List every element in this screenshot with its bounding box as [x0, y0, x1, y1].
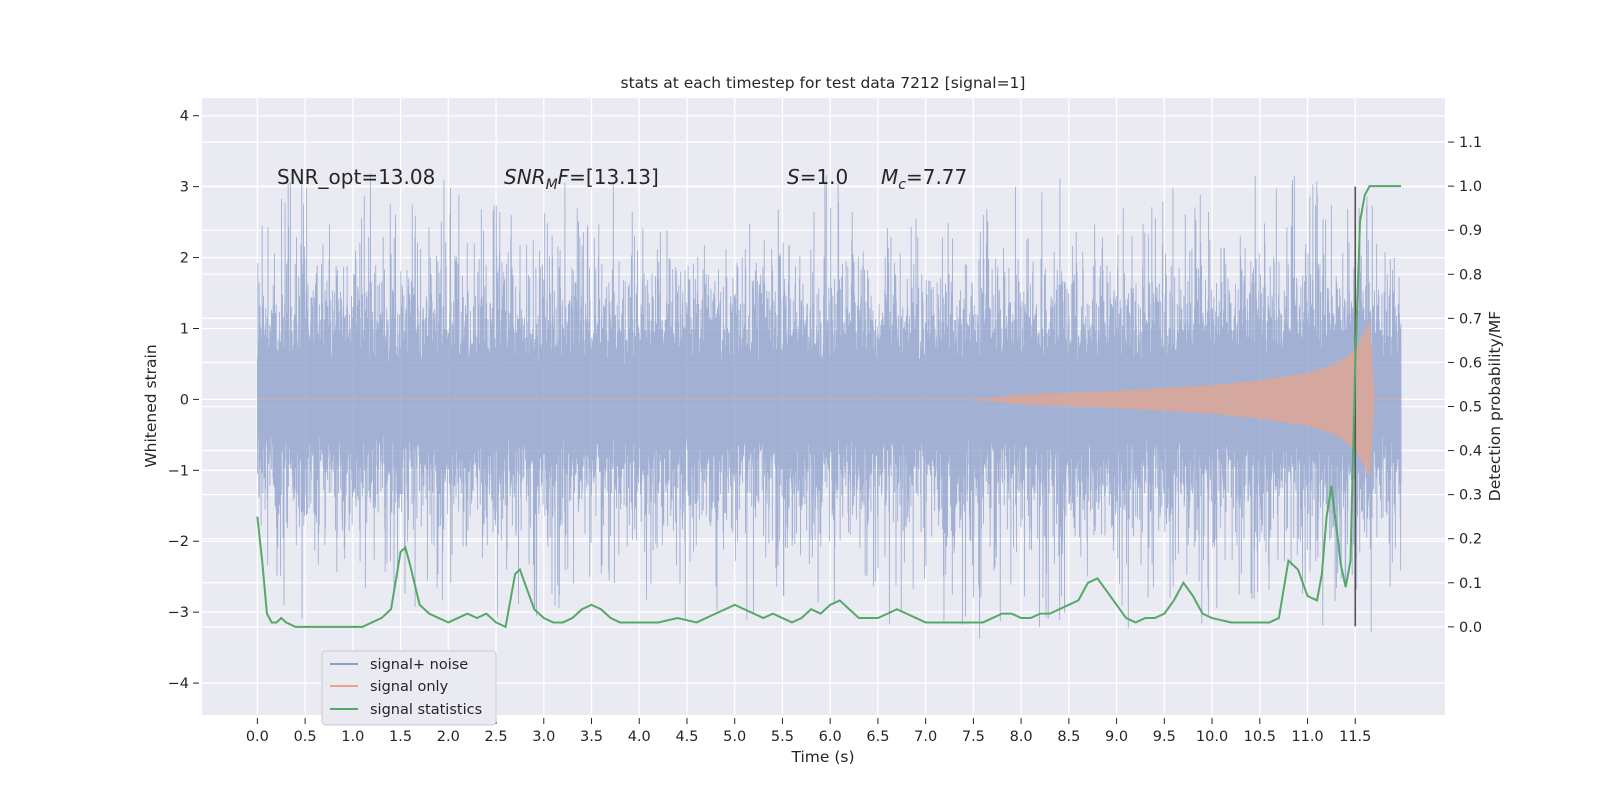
chart-title: stats at each timestep for test data 721… — [621, 74, 1026, 92]
x-tick-label: 8.5 — [1057, 729, 1080, 745]
y-tick-label-right: 0.8 — [1459, 267, 1482, 283]
x-tick-label: 4.0 — [628, 729, 651, 745]
x-tick-label: 1.0 — [341, 729, 364, 745]
y-tick-label-left: 0 — [180, 392, 189, 408]
legend-box — [321, 650, 497, 726]
x-tick-label: 9.0 — [1105, 729, 1128, 745]
y-axis-label-right: Detection probability/MF — [1486, 311, 1504, 502]
x-tick-label: 3.5 — [580, 729, 603, 745]
y-tick-label-left: 4 — [180, 109, 189, 125]
x-tick-label: 0.0 — [246, 729, 269, 745]
legend-label-signal-plus-noise: signal+ noise — [370, 657, 468, 673]
y-tick-label-right: 0.2 — [1459, 532, 1482, 548]
x-tick-label: 2.0 — [437, 729, 460, 745]
x-tick-label: 1.5 — [389, 729, 412, 745]
x-tick-label: 5.5 — [771, 729, 794, 745]
x-tick-label: 3.0 — [532, 729, 555, 745]
y-tick-label-right: 0.1 — [1459, 576, 1482, 592]
y-tick-label-right: 0.6 — [1459, 355, 1482, 371]
x-tick-label: 4.5 — [675, 729, 698, 745]
legend-label-signal-only: signal only — [370, 679, 449, 695]
x-tick-label: 9.5 — [1153, 729, 1176, 745]
y-ticks-left: 4 3 2 1 0 −1 −2 −3 −4 — [168, 109, 199, 692]
y-tick-label-left: 2 — [180, 251, 189, 267]
y-tick-label-right: 0.9 — [1459, 223, 1482, 239]
y-tick-label-right: 0.3 — [1459, 488, 1482, 504]
legend: signal+ noise signal only signal statist… — [321, 650, 497, 726]
x-tick-label: 10.0 — [1196, 729, 1228, 745]
annotation-snr-opt: SNR_opt=13.08 — [277, 165, 435, 189]
y-axis-label-left: Whitened strain — [142, 344, 160, 467]
x-tick-label: 10.5 — [1244, 729, 1276, 745]
y-tick-label-right: 0.7 — [1459, 311, 1482, 327]
annotation-mc: Mc=7.77 — [881, 165, 967, 193]
x-tick-label: 7.5 — [962, 729, 985, 745]
x-tick-label: 6.5 — [866, 729, 889, 745]
y-tick-label-right: 0.5 — [1459, 400, 1482, 416]
x-axis-label: Time (s) — [790, 748, 854, 766]
x-tick-label: 5.0 — [723, 729, 746, 745]
x-tick-label: 8.0 — [1010, 729, 1033, 745]
y-tick-label-left: −4 — [168, 676, 189, 692]
x-tick-label: 0.5 — [294, 729, 317, 745]
y-tick-label-right: 1.1 — [1459, 135, 1482, 151]
y-tick-label-left: −1 — [168, 463, 189, 479]
annotation-snr-mf: SNRMF=[13.13] — [504, 165, 659, 193]
y-tick-label-left: 3 — [180, 180, 189, 196]
y-tick-label-left: −3 — [168, 605, 189, 621]
y-tick-label-left: −2 — [168, 534, 189, 550]
legend-label-signal-statistics: signal statistics — [370, 702, 482, 718]
y-tick-label-right: 0.0 — [1459, 620, 1482, 636]
x-tick-label: 11.5 — [1339, 729, 1371, 745]
x-ticks: 0.0 0.5 1.0 1.5 2.0 2.5 3.0 3.5 4.0 4.5 5.0 5.5 6.0 6… — [246, 718, 1371, 745]
y-tick-label-left: 1 — [180, 321, 189, 337]
y-tick-label-right: 1.0 — [1459, 179, 1482, 195]
x-tick-label: 7.0 — [914, 729, 937, 745]
x-tick-label: 6.0 — [819, 729, 842, 745]
series-signal-statistics — [256, 185, 1402, 629]
x-tick-label: 2.5 — [485, 729, 508, 745]
y-tick-label-right: 0.4 — [1459, 444, 1482, 460]
x-tick-label: 11.0 — [1291, 729, 1323, 745]
annotation-s: S=1.0 — [787, 165, 848, 189]
y-ticks-right: 1.1 1.0 0.9 0.8 0.7 0.6 0.5 0.4 0.3 0.2 0.1 0.0 — [1448, 135, 1482, 636]
series-signal-only — [257, 322, 1402, 478]
